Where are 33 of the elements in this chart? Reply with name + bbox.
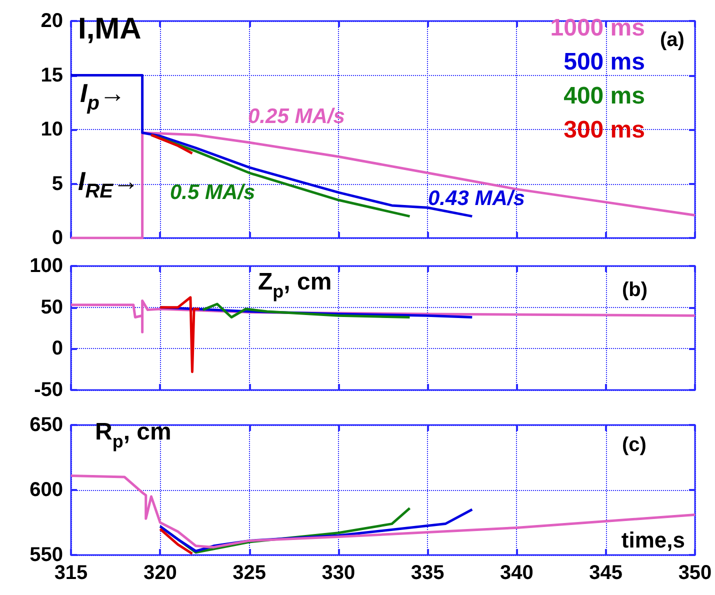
annotation: (c) <box>622 434 646 456</box>
annotation: I,MA <box>78 12 142 46</box>
line-series <box>70 74 474 218</box>
annotation: (b) <box>622 279 648 301</box>
text: 300 ms <box>564 116 645 144</box>
y-tick-label: 15 <box>40 64 63 86</box>
y-tick-label: 600 <box>30 479 63 501</box>
text: 400 ms <box>564 82 645 110</box>
y-tick-label: 0 <box>52 338 63 360</box>
text: 500 ms <box>564 48 645 76</box>
y-tick-label: 100 <box>30 255 63 277</box>
x-tick-label: 350 <box>678 562 712 584</box>
line-series <box>202 302 411 319</box>
annotation: 0.5 MA/s <box>170 181 256 204</box>
x-tick-label: 345 <box>589 562 623 584</box>
line-series <box>158 296 201 374</box>
y-tick-label: 50 <box>40 296 63 318</box>
x-tick-label: 335 <box>410 562 444 584</box>
y-tick-label: 0 <box>52 227 63 249</box>
y-tick-label: -50 <box>34 379 63 401</box>
y-tick-label: 10 <box>40 118 63 140</box>
annotation: (a) <box>660 29 684 51</box>
x-axis-title: time,s <box>621 528 686 552</box>
annotation: 0.43 MA/s <box>428 187 525 210</box>
x-tick-label: 320 <box>143 562 177 584</box>
text: 1000 ms <box>550 14 645 42</box>
y-tick-label: 20 <box>40 10 63 32</box>
x-tick-label: 325 <box>232 562 266 584</box>
y-tick-label: 650 <box>30 414 63 436</box>
annotation: 0.25 MA/s <box>248 105 345 128</box>
x-tick-label: 340 <box>500 562 534 584</box>
y-tick-label: 5 <box>52 172 63 195</box>
x-tick-label: 330 <box>322 562 356 584</box>
